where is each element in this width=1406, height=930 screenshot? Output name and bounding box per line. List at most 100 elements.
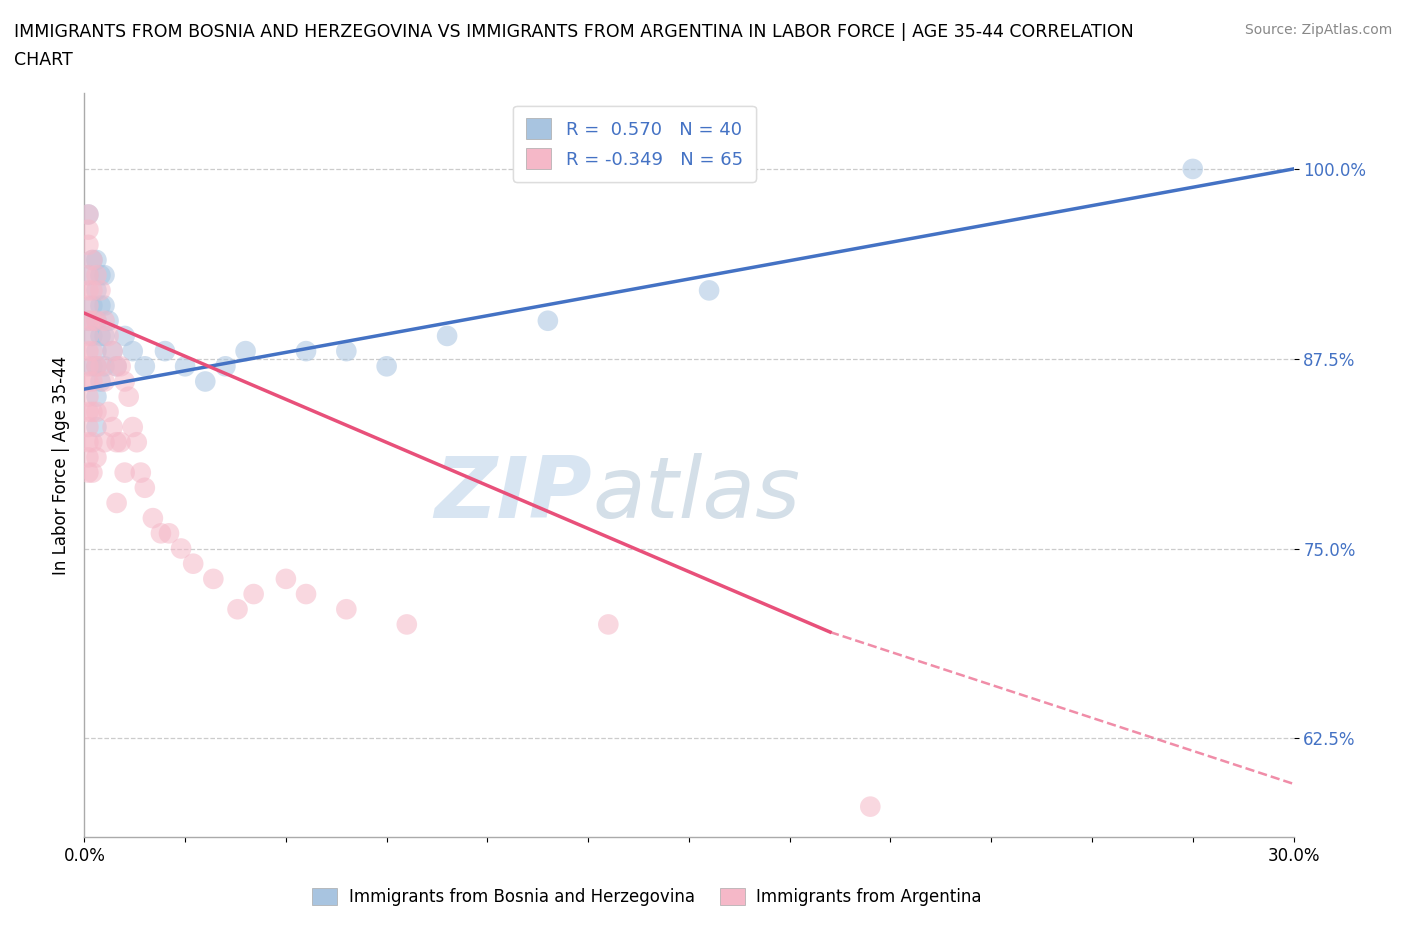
Point	[335, 602, 357, 617]
Point	[697, 283, 720, 298]
Legend: Immigrants from Bosnia and Herzegovina, Immigrants from Argentina: Immigrants from Bosnia and Herzegovina, …	[305, 881, 988, 912]
Point	[598, 617, 620, 631]
Point	[77, 313, 100, 328]
Point	[77, 268, 100, 283]
Point	[93, 328, 115, 343]
Point	[170, 541, 193, 556]
Point	[110, 435, 132, 450]
Text: Source: ZipAtlas.com: Source: ZipAtlas.com	[1244, 23, 1392, 37]
Point	[93, 359, 115, 374]
Point	[105, 359, 128, 374]
Point	[97, 313, 120, 328]
Point	[93, 299, 115, 313]
Point	[86, 405, 108, 419]
Point	[77, 207, 100, 222]
Point	[86, 450, 108, 465]
Point	[77, 299, 100, 313]
Point	[82, 374, 104, 389]
Text: CHART: CHART	[14, 51, 73, 69]
Point	[537, 313, 560, 328]
Point	[93, 374, 115, 389]
Point	[77, 435, 100, 450]
Point	[82, 359, 104, 374]
Point	[86, 344, 108, 359]
Point	[77, 465, 100, 480]
Point	[82, 313, 104, 328]
Point	[121, 344, 143, 359]
Point	[105, 496, 128, 511]
Point	[89, 359, 111, 374]
Point	[77, 313, 100, 328]
Point	[82, 299, 104, 313]
Point	[274, 571, 297, 586]
Point	[149, 525, 172, 540]
Point	[77, 390, 100, 405]
Point	[93, 435, 115, 450]
Point	[89, 328, 111, 343]
Point	[77, 328, 100, 343]
Point	[86, 313, 108, 328]
Point	[118, 390, 141, 405]
Point	[295, 344, 318, 359]
Point	[86, 359, 108, 374]
Point	[335, 344, 357, 359]
Point	[101, 344, 124, 359]
Point	[142, 511, 165, 525]
Point	[226, 602, 249, 617]
Legend: R =  0.570   N = 40, R = -0.349   N = 65: R = 0.570 N = 40, R = -0.349 N = 65	[513, 106, 755, 181]
Point	[105, 435, 128, 450]
Point	[105, 359, 128, 374]
Point	[125, 435, 148, 450]
Point	[97, 328, 120, 343]
Point	[242, 587, 264, 602]
Point	[134, 480, 156, 495]
Point	[77, 207, 100, 222]
Point	[101, 419, 124, 434]
Point	[86, 359, 108, 374]
Point	[110, 359, 132, 374]
Point	[86, 253, 108, 268]
Point	[114, 465, 136, 480]
Point	[89, 268, 111, 283]
Point	[82, 253, 104, 268]
Point	[114, 328, 136, 343]
Y-axis label: In Labor Force | Age 35-44: In Labor Force | Age 35-44	[52, 355, 70, 575]
Point	[202, 571, 225, 586]
Point	[77, 450, 100, 465]
Point	[1181, 162, 1204, 177]
Point	[82, 283, 104, 298]
Point	[77, 283, 100, 298]
Point	[181, 556, 204, 571]
Point	[157, 525, 180, 540]
Point	[214, 359, 236, 374]
Point	[174, 359, 197, 374]
Point	[93, 268, 115, 283]
Point	[82, 465, 104, 480]
Point	[436, 328, 458, 343]
Point	[77, 237, 100, 252]
Point	[101, 344, 124, 359]
Text: IMMIGRANTS FROM BOSNIA AND HERZEGOVINA VS IMMIGRANTS FROM ARGENTINA IN LABOR FOR: IMMIGRANTS FROM BOSNIA AND HERZEGOVINA V…	[14, 23, 1133, 41]
Point	[82, 328, 104, 343]
Point	[93, 313, 115, 328]
Point	[77, 222, 100, 237]
Point	[295, 587, 318, 602]
Text: ZIP: ZIP	[434, 453, 592, 537]
Point	[97, 405, 120, 419]
Point	[89, 299, 111, 313]
Text: atlas: atlas	[592, 453, 800, 537]
Point	[77, 359, 100, 374]
Point	[375, 359, 398, 374]
Point	[82, 344, 104, 359]
Point	[395, 617, 418, 631]
Point	[859, 799, 882, 814]
Point	[86, 283, 108, 298]
Point	[89, 283, 111, 298]
Point	[121, 419, 143, 434]
Point	[134, 359, 156, 374]
Point	[153, 344, 176, 359]
Point	[86, 268, 108, 283]
Point	[114, 374, 136, 389]
Point	[86, 390, 108, 405]
Point	[77, 344, 100, 359]
